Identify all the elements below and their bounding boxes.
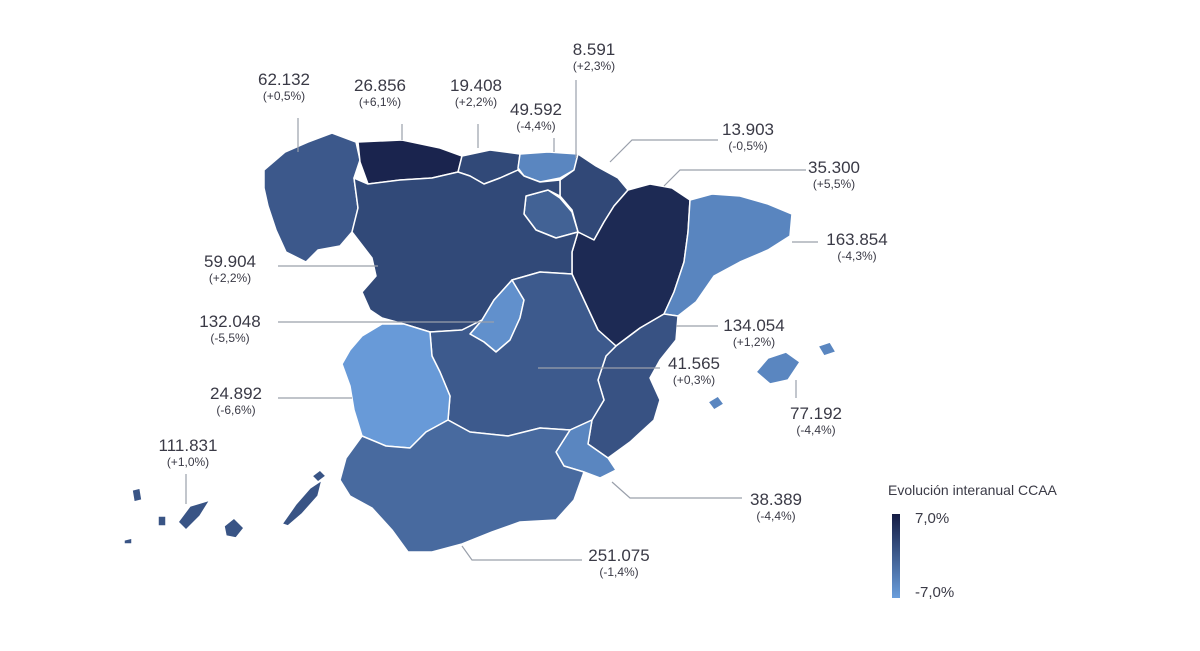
value-comunidad-valenciana: 134.054 — [723, 316, 785, 335]
label-navarra: 8.591 (+2,3%) — [558, 40, 630, 73]
leader-lines — [185, 80, 818, 561]
change-castilla-la-mancha: (+0,3%) — [672, 372, 716, 387]
leader-aragon — [663, 169, 806, 187]
legend-max-label: 7,0% — [915, 510, 950, 527]
change-murcia: (-4,4%) — [756, 508, 796, 523]
value-castilla-y-leon: 59.904 — [204, 252, 256, 271]
value-andalucia: 251.075 — [588, 546, 650, 565]
label-cataluna: 163.854 (-4,3%) — [816, 230, 898, 263]
label-castilla-y-leon: 59.904 (+2,2%) — [190, 252, 270, 285]
value-navarra: 8.591 — [572, 40, 616, 59]
value-murcia: 38.389 — [750, 490, 802, 509]
change-galicia: (+0,5%) — [262, 88, 306, 103]
change-asturias: (+6,1%) — [358, 94, 402, 109]
label-aragon: 35.300 (+5,5%) — [798, 158, 870, 191]
legend-gradient-bar — [892, 514, 900, 598]
leader-andalucia — [461, 545, 582, 561]
region-galicia — [263, 132, 361, 263]
leader-murcia — [611, 481, 742, 499]
change-madrid: (-5,5%) — [210, 330, 250, 345]
value-baleares: 77.192 — [790, 404, 842, 423]
region-shapes — [123, 132, 837, 553]
region-castilla-y-leon — [351, 169, 579, 333]
label-andalucia: 251.075 (-1,4%) — [578, 546, 660, 579]
label-canarias: 111.831 (+1,0%) — [148, 436, 228, 469]
legend-title: Evolución interanual CCAA — [888, 482, 1057, 498]
value-pais-vasco: 49.592 — [510, 100, 562, 119]
legend-min-label: -7,0% — [915, 584, 955, 601]
change-la-rioja: (-0,5%) — [728, 138, 768, 153]
color-legend: Evolución interanual CCAA 7,0% -7,0% — [888, 480, 1128, 610]
change-baleares: (-4,4%) — [796, 422, 836, 437]
label-pais-vasco: 49.592 (-4,4%) — [500, 100, 572, 133]
change-cataluna: (-4,3%) — [837, 248, 877, 263]
change-comunidad-valenciana: (+1,2%) — [732, 334, 776, 349]
change-navarra: (+2,3%) — [572, 58, 616, 73]
label-murcia: 38.389 (-4,4%) — [736, 490, 816, 523]
value-aragon: 35.300 — [808, 158, 860, 177]
region-andalucia — [339, 419, 585, 553]
label-castilla-la-mancha: 41.565 (+0,3%) — [656, 354, 732, 387]
value-cantabria: 19.408 — [450, 76, 502, 95]
region-pais-vasco — [517, 151, 579, 183]
label-galicia: 62.132 (+0,5%) — [248, 70, 320, 103]
label-comunidad-valenciana: 134.054 (+1,2%) — [712, 316, 796, 349]
region-baleares — [707, 341, 837, 411]
value-la-rioja: 13.903 — [722, 120, 774, 139]
region-canarias — [123, 469, 327, 545]
label-extremadura: 24.892 (-6,6%) — [200, 384, 272, 417]
change-andalucia: (-1,4%) — [599, 564, 639, 579]
change-extremadura: (-6,6%) — [216, 402, 256, 417]
leader-la-rioja — [609, 139, 718, 163]
change-pais-vasco: (-4,4%) — [516, 118, 556, 133]
label-madrid: 132.048 (-5,5%) — [188, 312, 272, 345]
label-asturias: 26.856 (+6,1%) — [344, 76, 416, 109]
change-canarias: (+1,0%) — [166, 454, 210, 469]
label-baleares: 77.192 (-4,4%) — [780, 404, 852, 437]
region-cataluna — [663, 193, 793, 317]
change-cantabria: (+2,2%) — [454, 94, 498, 109]
value-canarias: 111.831 — [158, 436, 218, 455]
label-la-rioja: 13.903 (-0,5%) — [712, 120, 784, 153]
change-aragon: (+5,5%) — [812, 176, 856, 191]
label-cantabria: 19.408 (+2,2%) — [440, 76, 512, 109]
value-madrid: 132.048 — [199, 312, 261, 331]
value-extremadura: 24.892 — [210, 384, 262, 403]
value-galicia: 62.132 — [258, 70, 310, 89]
value-castilla-la-mancha: 41.565 — [668, 354, 720, 373]
value-asturias: 26.856 — [354, 76, 406, 95]
value-cataluna: 163.854 — [826, 230, 888, 249]
change-castilla-y-leon: (+2,2%) — [208, 270, 252, 285]
